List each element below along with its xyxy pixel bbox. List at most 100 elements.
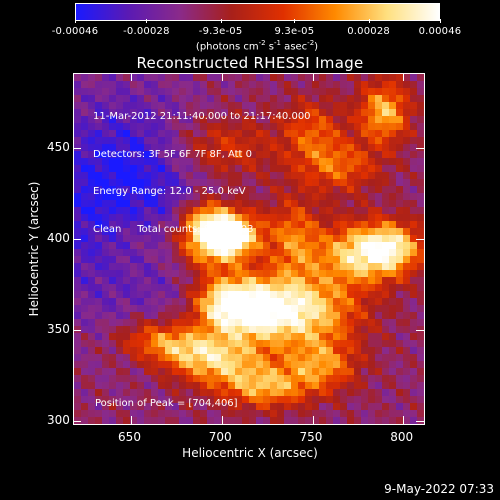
heatmap-cell (375, 319, 383, 327)
heatmap-cell (368, 333, 376, 341)
heatmap-cell (165, 158, 173, 166)
heatmap-cell (249, 410, 257, 418)
heatmap-cell (109, 88, 117, 96)
heatmap-cell (340, 214, 348, 222)
heatmap-cell (179, 389, 187, 397)
heatmap-cell (214, 410, 222, 418)
heatmap-cell (361, 305, 369, 313)
heatmap-cell (375, 102, 383, 110)
heatmap-cell (382, 81, 390, 89)
heatmap-cell (102, 403, 110, 411)
heatmap-cell (361, 242, 369, 250)
heatmap-cell (186, 326, 194, 334)
heatmap-cell (396, 172, 404, 180)
heatmap-cell (242, 263, 250, 271)
heatmap-cell (354, 116, 362, 124)
heatmap-cell (235, 235, 243, 243)
heatmap-cell (81, 193, 89, 201)
heatmap-cell (242, 382, 250, 390)
heatmap-cell (354, 326, 362, 334)
heatmap-cell (102, 130, 110, 138)
heatmap-cell (151, 263, 159, 271)
heatmap-cell (403, 277, 411, 285)
heatmap-cell (116, 165, 124, 173)
heatmap-cell (396, 319, 404, 327)
heatmap-cell (389, 88, 397, 96)
heatmap-cell (151, 270, 159, 278)
heatmap-cell (200, 88, 208, 96)
heatmap-cell (305, 361, 313, 369)
heatmap-cell (319, 74, 327, 82)
heatmap-cell (354, 375, 362, 383)
heatmap-cell (375, 270, 383, 278)
heatmap-cell (298, 270, 306, 278)
heatmap-cell (417, 354, 424, 362)
heatmap-cell (277, 130, 285, 138)
heatmap-cell (368, 256, 376, 264)
heatmap-cell (186, 88, 194, 96)
heatmap-cell (417, 235, 424, 243)
heatmap-cell (116, 214, 124, 222)
heatmap-cell (109, 144, 117, 152)
heatmap-cell (319, 298, 327, 306)
heatmap-cell (123, 221, 131, 229)
heatmap-cell (389, 389, 397, 397)
heatmap-cell (396, 214, 404, 222)
heatmap-cell (277, 333, 285, 341)
heatmap-cell (417, 368, 424, 376)
heatmap-cell (130, 172, 138, 180)
heatmap-cell (137, 249, 145, 257)
heatmap-cell (368, 95, 376, 103)
heatmap-cell (263, 291, 271, 299)
heatmap-cell (186, 403, 194, 411)
heatmap-cell (284, 200, 292, 208)
heatmap-cell (193, 256, 201, 264)
heatmap-cell (116, 137, 124, 145)
heatmap-cell (354, 368, 362, 376)
heatmap-cell (340, 270, 348, 278)
heatmap-cell (242, 235, 250, 243)
heatmap-cell (207, 284, 215, 292)
heatmap-cell (207, 354, 215, 362)
heatmap-cell (305, 277, 313, 285)
heatmap-cell (284, 305, 292, 313)
heatmap-cell (249, 144, 257, 152)
heatmap-cell (396, 242, 404, 250)
heatmap-cell (389, 207, 397, 215)
heatmap-cell (214, 151, 222, 159)
heatmap-cell (144, 193, 152, 201)
heatmap-cell (221, 207, 229, 215)
heatmap-cell (207, 417, 215, 424)
heatmap-cell (74, 319, 82, 327)
heatmap-cell (284, 270, 292, 278)
heatmap-cell (130, 221, 138, 229)
heatmap-cell (200, 410, 208, 418)
heatmap-cell (123, 354, 131, 362)
heatmap-cell (144, 116, 152, 124)
heatmap-cell (214, 298, 222, 306)
heatmap-cell (179, 179, 187, 187)
heatmap-cell (144, 368, 152, 376)
heatmap-cell (326, 277, 334, 285)
heatmap-cell (123, 95, 131, 103)
heatmap-cell (396, 221, 404, 229)
heatmap-cell (235, 291, 243, 299)
heatmap-cell (74, 249, 82, 257)
heatmap-cell (284, 312, 292, 320)
heatmap-cell (389, 186, 397, 194)
heatmap-cell (361, 249, 369, 257)
heatmap-cell (347, 340, 355, 348)
heatmap-cell (88, 228, 96, 236)
heatmap-cell (172, 396, 180, 404)
heatmap-cell (298, 368, 306, 376)
heatmap-cell (403, 193, 411, 201)
heatmap-cell (200, 130, 208, 138)
heatmap-cell (263, 165, 271, 173)
heatmap-cell (347, 109, 355, 117)
heatmap-cell (347, 95, 355, 103)
heatmap-cell (109, 326, 117, 334)
heatmap-cell (347, 151, 355, 159)
heatmap-cell (312, 228, 320, 236)
heatmap-cell (109, 270, 117, 278)
info-line-counts: Clean Total counts: 8.28E+03 (93, 223, 254, 235)
